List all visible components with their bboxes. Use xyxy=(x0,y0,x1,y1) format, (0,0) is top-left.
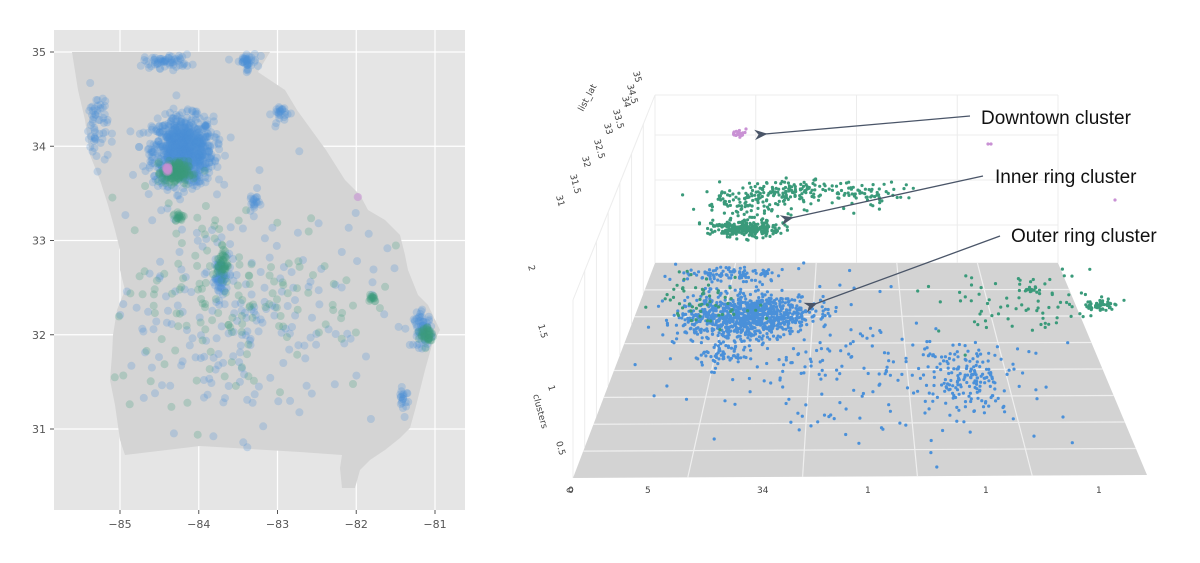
annotation-label: Downtown cluster xyxy=(981,108,1132,129)
lon-tick-label: 1 xyxy=(865,486,871,496)
clusters-axis-ticks: 2 1.5 1 0.5 0 xyxy=(525,264,574,494)
scatter-points xyxy=(84,50,437,452)
clusters-tick-label: 0.5 xyxy=(553,440,566,456)
annotation-arrow xyxy=(754,115,971,141)
annotation-arrow xyxy=(803,235,1001,313)
y-tick-label: 33 xyxy=(32,235,46,248)
clusters-tick-label: 0 xyxy=(563,486,574,494)
annotation-label: Outer ring cluster xyxy=(1011,226,1157,247)
y-tick-label: 31 xyxy=(32,423,46,436)
clusters-tick-label: 1 xyxy=(545,384,556,392)
clusters-axis-label: clusters xyxy=(530,393,549,430)
x-tick-label: −83 xyxy=(266,518,289,531)
x-axis-ticks: −85 −84 −83 −82 −81 xyxy=(108,510,447,531)
cluster-annotations: Downtown cluster Inner ring cluster Outer … xyxy=(754,108,1157,313)
lon-axis-ticks: 0 5 34 1 1 1 xyxy=(568,486,1102,496)
georgia-map-scatter-chart: −85 −84 −83 −82 −81 31 32 33 34 35 xyxy=(32,30,465,531)
x-tick-label: −84 xyxy=(187,518,210,531)
y-tick-label: 35 xyxy=(32,46,46,59)
clusters-tick-label: 2 xyxy=(525,264,536,272)
x-tick-label: −81 xyxy=(423,518,446,531)
lat-tick-label: 34 xyxy=(619,95,632,109)
floor-grid xyxy=(583,262,1136,478)
x-tick-label: −82 xyxy=(345,518,368,531)
lat-tick-label: 31.5 xyxy=(567,173,582,195)
georgia-state-shape xyxy=(72,52,440,488)
lon-tick-label: 1 xyxy=(983,486,989,496)
y-axis-ticks: 31 32 33 34 35 xyxy=(32,46,54,436)
3d-scatter-points xyxy=(633,127,1126,469)
y-tick-label: 32 xyxy=(32,329,46,342)
lat-tick-label: 31 xyxy=(553,194,566,208)
y-tick-label: 34 xyxy=(32,140,46,153)
lon-tick-label: 0 xyxy=(568,486,574,496)
x-tick-label: −85 xyxy=(108,518,131,531)
lat-tick-label: 33 xyxy=(601,122,614,136)
lon-tick-label: 34 xyxy=(757,486,769,496)
lon-tick-label: 1 xyxy=(1096,486,1102,496)
lat-tick-label: 32.5 xyxy=(591,138,606,160)
clusters-tick-label: 1.5 xyxy=(535,323,548,339)
annotation-arrow xyxy=(779,175,984,226)
annotation-label: Inner ring cluster xyxy=(995,167,1137,188)
lat-tick-label: 35 xyxy=(630,70,643,84)
lat-tick-label: 32 xyxy=(579,155,592,169)
lat-axis-label: list_lat xyxy=(577,82,600,113)
lon-tick-label: 5 xyxy=(645,486,651,496)
